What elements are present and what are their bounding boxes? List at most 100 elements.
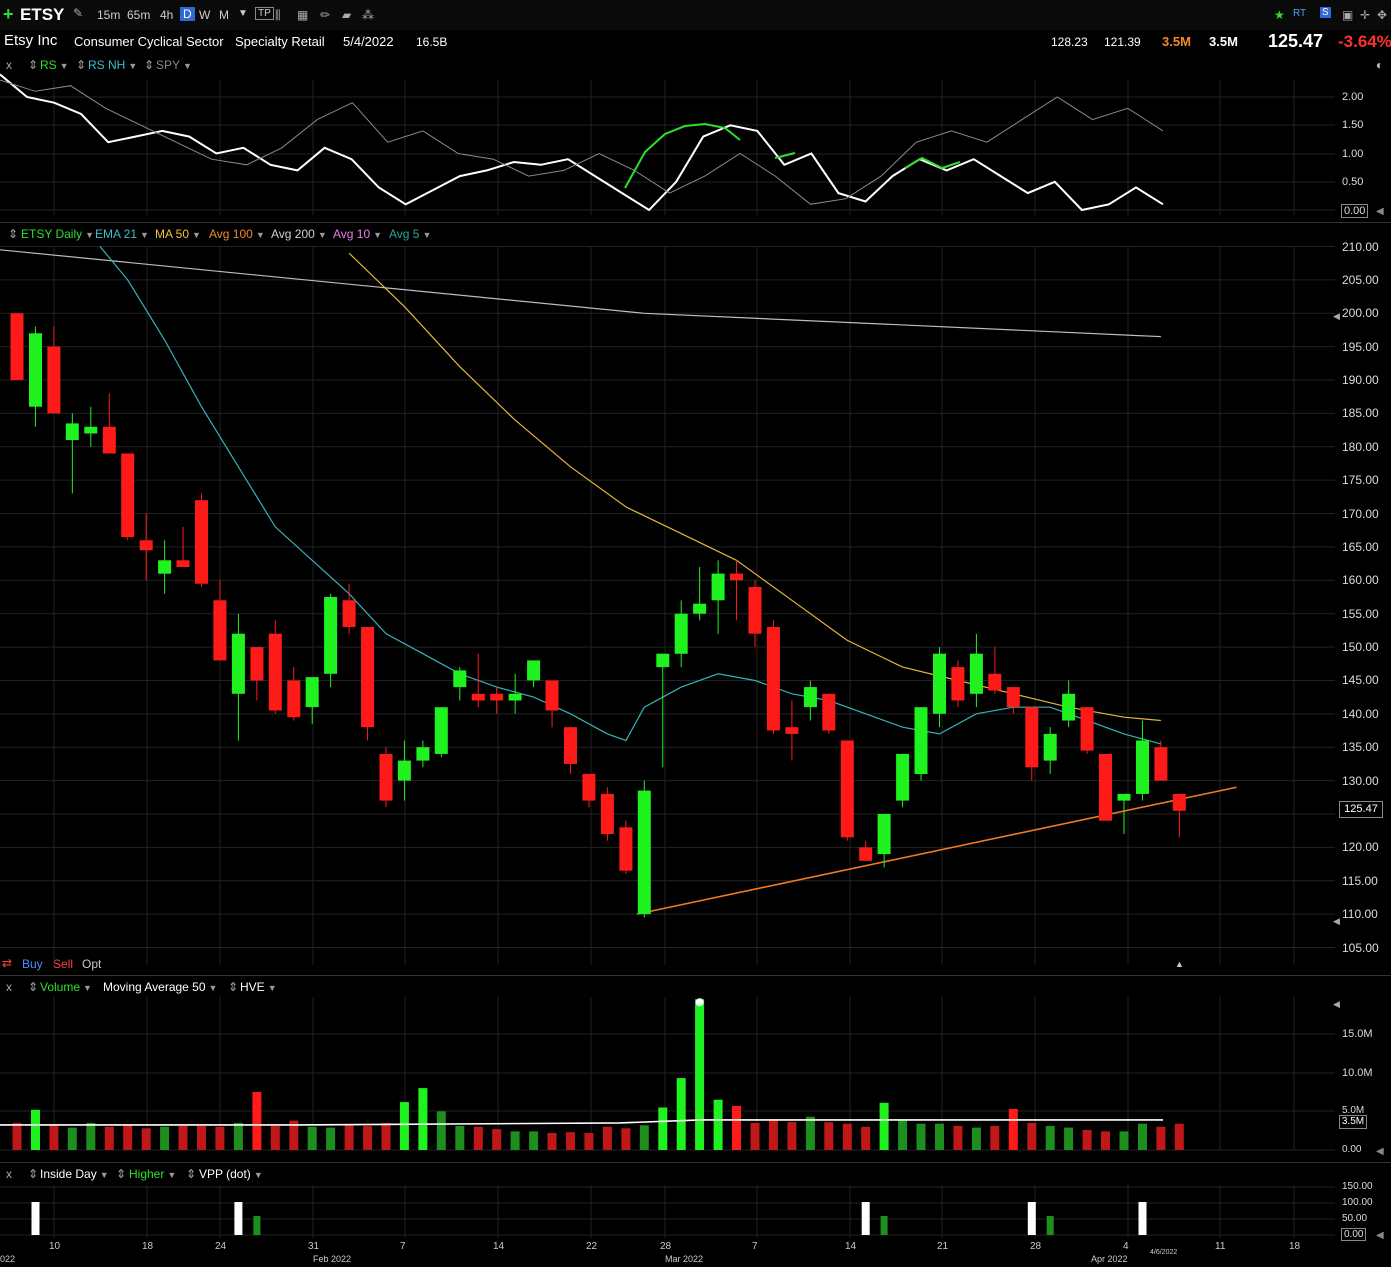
candle-body <box>434 707 448 754</box>
close-pane-icon[interactable]: x <box>6 980 12 994</box>
x-tick: 18 <box>1289 1241 1301 1252</box>
interval-m[interactable]: M <box>219 8 229 22</box>
collapse-icon[interactable]: ▲ <box>1175 959 1184 969</box>
add-symbol-icon[interactable]: + <box>3 4 14 24</box>
pane-divider[interactable] <box>0 975 1391 976</box>
calendar-icon[interactable]: ▦ <box>297 8 309 22</box>
legend-avg200[interactable]: Avg 200 ▼ <box>271 227 327 241</box>
draw-icon[interactable]: ✏ <box>320 8 331 22</box>
volume-expand-icon[interactable]: ◀ <box>1376 1146 1384 1157</box>
price-tick: 165.00 <box>1342 539 1379 554</box>
x-tick: 11 <box>1215 1241 1226 1252</box>
save-icon[interactable]: ▣ <box>1342 8 1354 22</box>
x-month-mar: Mar 2022 <box>665 1254 704 1264</box>
ma50-line <box>348 252 1161 722</box>
sector[interactable]: Consumer Cyclical Sector <box>74 34 224 49</box>
bars-icon[interactable]: ⫼ <box>275 8 281 22</box>
price-tick: 205.00 <box>1342 272 1379 287</box>
crosshair-icon[interactable]: ✛ <box>1360 8 1371 22</box>
interval-15m[interactable]: 15m <box>97 8 121 22</box>
legend-rs[interactable]: RS ▼ <box>40 58 69 72</box>
reorder-icon[interactable]: ⇕ <box>8 227 19 241</box>
symbol-input[interactable]: ETSY <box>20 5 65 24</box>
legend-higher[interactable]: Higher ▼ <box>129 1167 177 1181</box>
candle-body <box>527 660 541 681</box>
legend-ema21[interactable]: EMA 21 ▼ <box>95 227 149 241</box>
price-tick: 195.00 <box>1342 339 1379 354</box>
settings-icon[interactable]: ◐ <box>1376 58 1384 72</box>
reorder-icon[interactable]: ⇕ <box>228 980 239 994</box>
close-pane-icon[interactable]: x <box>6 58 12 72</box>
volume-bar <box>1101 1131 1110 1150</box>
star-icon[interactable]: ★ <box>1274 8 1285 22</box>
volume-tick: 5.0M <box>1342 1105 1365 1116</box>
reorder-icon[interactable]: ⇕ <box>186 1167 197 1181</box>
legend-symbol[interactable]: ETSY Daily ▼ <box>21 227 95 241</box>
volume-bar <box>49 1125 59 1150</box>
reorder-icon[interactable]: ⇕ <box>116 1167 127 1181</box>
candle-body <box>176 560 190 567</box>
realtime-icon[interactable]: RT <box>1293 8 1307 19</box>
candle-body <box>600 793 614 834</box>
scroll-left-icon[interactable]: ◀ <box>1333 999 1340 1009</box>
reorder-icon[interactable]: ⇕ <box>28 58 39 72</box>
volume-bar <box>436 1111 446 1150</box>
sell-button[interactable]: Sell <box>53 957 74 971</box>
candle-body <box>65 423 79 441</box>
candle-body <box>914 707 928 774</box>
reorder-icon[interactable]: ⇕ <box>144 58 155 72</box>
rs-new-high-segment <box>774 152 796 159</box>
legend-volume[interactable]: Volume ▼ <box>40 980 92 994</box>
trade-icon[interactable]: ⇄ <box>2 956 13 970</box>
volume-bar <box>12 1122 22 1150</box>
legend-vpp[interactable]: VPP (dot) ▼ <box>199 1167 263 1181</box>
inside-expand-icon[interactable]: ◀ <box>1376 1230 1384 1241</box>
s-icon[interactable]: S <box>1320 7 1331 18</box>
candle-body <box>1117 793 1131 801</box>
reorder-icon[interactable]: ⇕ <box>28 980 39 994</box>
volume-bar <box>602 1126 612 1150</box>
scroll-left-icon[interactable]: ◀ <box>1333 311 1340 321</box>
pin-icon[interactable]: ✎ <box>73 6 84 20</box>
pane-divider[interactable] <box>0 222 1391 223</box>
legend-volume-ma[interactable]: Moving Average 50 ▼ <box>103 980 218 994</box>
interval-d[interactable]: D <box>180 7 195 21</box>
x-tick: 14 <box>845 1241 857 1252</box>
pane-divider[interactable] <box>0 1162 1391 1163</box>
legend-avg100[interactable]: Avg 100 ▼ <box>209 227 265 241</box>
price-tick: 180.00 <box>1342 439 1379 454</box>
price-tick: 115.00 <box>1342 873 1378 888</box>
volume-bar <box>713 1099 723 1150</box>
share-icon[interactable]: ⁂ <box>362 8 374 22</box>
interval-dropdown-icon[interactable]: ▼ <box>238 8 248 19</box>
legend-rs-nh[interactable]: RS NH ▼ <box>88 58 138 72</box>
last-price-tag: 125.47 <box>1339 801 1383 818</box>
volume-bar <box>67 1127 77 1150</box>
industry[interactable]: Specialty Retail <box>235 34 325 49</box>
tools-icon[interactable]: TP <box>255 7 274 20</box>
rs-expand-icon[interactable]: ◀ <box>1376 206 1384 217</box>
move-icon[interactable]: ✥ <box>1377 8 1388 22</box>
reorder-icon[interactable]: ⇕ <box>76 58 87 72</box>
buy-button[interactable]: Buy <box>22 957 43 971</box>
legend-inside-day[interactable]: Inside Day ▼ <box>40 1167 109 1181</box>
legend-avg5[interactable]: Avg 5 ▼ <box>389 227 432 241</box>
legend-hve[interactable]: HVE ▼ <box>240 980 277 994</box>
legend-avg5-label: Avg 5 <box>389 227 420 241</box>
layout-icon[interactable]: ▰ <box>342 8 352 22</box>
close-pane-icon[interactable]: x <box>6 1167 12 1181</box>
legend-avg10[interactable]: Avg 10 ▼ <box>333 227 383 241</box>
interval-w[interactable]: W <box>199 8 211 22</box>
volume-tick: 0.00 <box>1342 1144 1362 1155</box>
interval-4h[interactable]: 4h <box>160 8 174 22</box>
reorder-icon[interactable]: ⇕ <box>28 1167 39 1181</box>
avg-volume: 3.5M <box>1209 34 1238 49</box>
volume-bar <box>1082 1129 1092 1150</box>
legend-spy[interactable]: SPY ▼ <box>156 58 192 72</box>
volume-bar <box>1174 1123 1184 1150</box>
legend-ma50[interactable]: MA 50 ▼ <box>155 227 201 241</box>
scroll-left-icon[interactable]: ◀ <box>1333 916 1340 926</box>
options-button[interactable]: Opt <box>82 957 102 971</box>
interval-65m[interactable]: 65m <box>127 8 151 22</box>
